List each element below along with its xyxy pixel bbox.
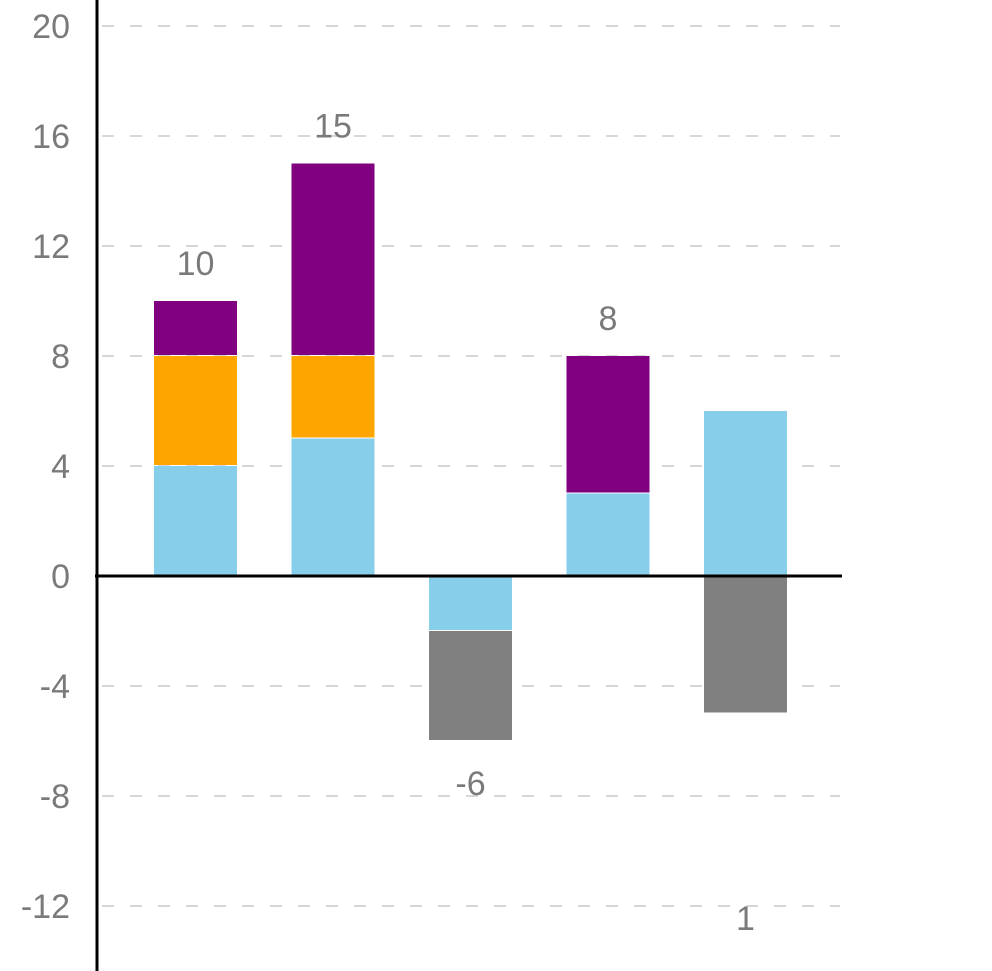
total-labels: 10 15 -6 8 1 [177,108,755,939]
bar-segment [704,576,787,713]
y-tick-label: -4 [40,668,70,706]
bar-segment [566,356,650,493]
y-tick-label: 16 [32,118,70,156]
bar-segment [154,301,237,355]
total-label: -6 [455,765,485,803]
bar-segment [566,493,650,575]
total-label: 10 [177,245,215,283]
total-label: 1 [736,900,755,938]
bar-segment [154,356,237,465]
y-tick-label: -8 [40,778,70,816]
y-tick-label: 12 [32,228,70,266]
y-axis-tick-labels: 20 16 12 8 4 0 -4 -8 -12 [21,8,70,926]
y-tick-label: 4 [51,448,70,486]
y-tick-label: 8 [51,338,70,376]
total-label: 15 [314,108,352,146]
total-label: 8 [599,300,618,338]
bar-segment [291,438,375,575]
bar-segment [704,411,787,575]
bar-segment [154,466,237,575]
y-tick-label: -12 [21,888,70,926]
axes [95,0,842,971]
bar-segment [291,356,375,438]
bars [154,163,787,740]
bar-segment [429,576,512,630]
bar-segment [429,631,512,740]
y-tick-label: 20 [32,8,70,46]
bar-segment [291,163,375,355]
y-tick-label: 0 [51,558,70,596]
